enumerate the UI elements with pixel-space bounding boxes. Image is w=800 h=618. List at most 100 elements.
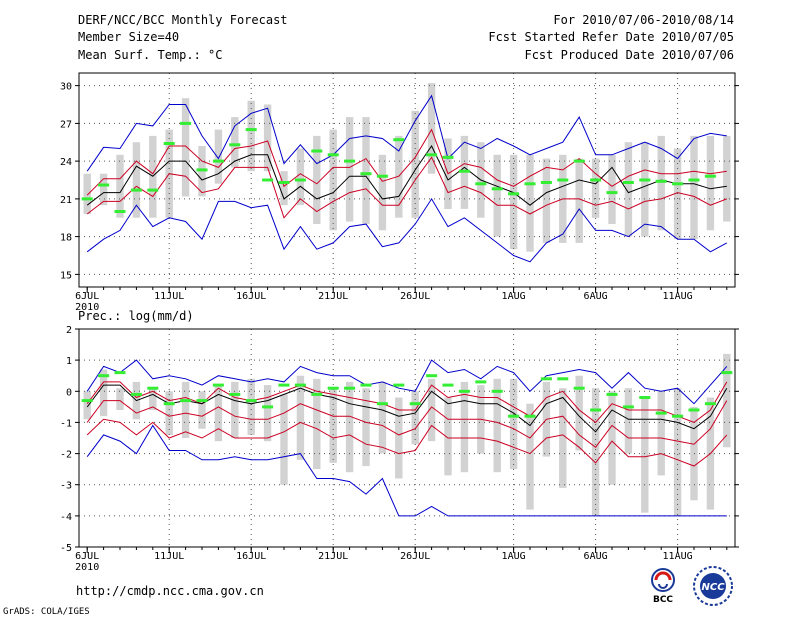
- temp-xlabel-1AUG: 1AUG: [502, 291, 526, 302]
- prec-observed-18: [360, 383, 372, 387]
- prec-observed-16: [327, 386, 339, 390]
- prec-line-mean: [86, 384, 728, 433]
- prec-box-34: [624, 388, 633, 454]
- temp-box-11: [247, 100, 255, 172]
- temp-observed-24: [458, 169, 470, 173]
- temp-observed-12: [262, 178, 274, 182]
- fcst-produced-date: Fcst Produced Date 2010/07/06: [524, 48, 734, 62]
- prec-box-12: [263, 385, 272, 442]
- temp-observed-26: [491, 187, 503, 191]
- precipitation-observed-marks: [81, 371, 733, 418]
- temperature-observed-marks: [81, 121, 716, 213]
- temp-observed-2: [98, 183, 110, 187]
- prec-observed-15: [311, 392, 323, 396]
- prec-observed-19: [376, 402, 388, 406]
- prec-observed-23: [442, 383, 454, 387]
- temp-box-28: [526, 154, 534, 252]
- prec-box-1: [83, 391, 91, 420]
- prec-box-6: [165, 391, 173, 435]
- temp-ylabel-21: 21: [60, 195, 72, 206]
- prec-box-37: [673, 388, 682, 516]
- prec-ylabel--5: -5: [60, 543, 72, 554]
- temp-line-max: [86, 94, 727, 172]
- ncc-logo-core: [700, 573, 726, 599]
- temperature-series: [86, 94, 728, 263]
- bcc-logo-swirl: [654, 571, 672, 581]
- prec-observed-33: [606, 392, 618, 396]
- prec-observed-6: [163, 402, 175, 406]
- prec-line-lower: [86, 400, 728, 449]
- temp-box-17: [345, 117, 354, 222]
- prec-observed-40: [721, 371, 733, 375]
- prec-box-33: [608, 391, 616, 485]
- temp-xlabel-21JUL: 21JUL: [318, 291, 348, 302]
- temp-box-5: [149, 135, 157, 218]
- temp-box-39: [706, 135, 715, 231]
- prec-observed-22: [426, 374, 438, 378]
- prec-ylabel--4: -4: [60, 512, 72, 523]
- prec-observed-3: [114, 371, 126, 375]
- prec-xlabel-16JUL: 16JUL: [236, 551, 266, 562]
- prec-box-15: [313, 378, 321, 470]
- temp-box-31: [575, 158, 583, 243]
- temp-observed-33: [606, 191, 618, 195]
- temp-box-27: [509, 154, 518, 250]
- prec-observed-28: [524, 414, 536, 418]
- temp-xlabel-11AUG: 11AUG: [663, 291, 693, 302]
- temp-box-29: [542, 158, 551, 243]
- ncc-logo: NCC: [693, 566, 733, 606]
- temp-line-lower: [86, 156, 727, 219]
- prec-observed-24: [458, 389, 470, 393]
- temp-observed-19: [376, 174, 388, 178]
- temp-observed-37: [672, 182, 684, 186]
- prec-box-21: [411, 391, 419, 445]
- temp-box-14: [296, 148, 305, 206]
- prec-xlabel-11JUL: 11JUL: [154, 551, 184, 562]
- temp-observed-6: [163, 142, 175, 145]
- temp-box-40: [723, 135, 731, 222]
- prec-observed-21: [409, 402, 421, 406]
- prec-observed-38: [688, 408, 700, 412]
- prec-observed-39: [704, 402, 716, 406]
- prec-observed-11: [245, 399, 257, 403]
- temp-box-33: [608, 154, 616, 224]
- prec-line-min: [86, 424, 727, 517]
- temp-observed-14: [294, 178, 306, 182]
- temp-xlabel-6AUG: 6AUG: [584, 291, 608, 302]
- temp-observed-30: [557, 178, 569, 182]
- prec-ylabel-1: 1: [66, 356, 72, 367]
- prec-box-5: [149, 388, 157, 410]
- prec-box-36: [657, 391, 665, 476]
- prec-observed-34: [622, 405, 634, 409]
- prec-box-16: [329, 388, 337, 463]
- temp-xlabel-11JUL: 11JUL: [154, 291, 184, 302]
- prec-ylabel--3: -3: [60, 481, 72, 492]
- temp-line-min: [86, 197, 728, 263]
- temp-observed-38: [688, 178, 700, 182]
- temp-box-3: [116, 154, 124, 218]
- ncc-logo-text: NCC: [701, 582, 725, 593]
- temperature-grid: [79, 73, 735, 287]
- prec-line-max: [86, 359, 728, 405]
- prec-box-27: [509, 378, 518, 470]
- forecast-period: For 2010/07/06-2010/08/14: [553, 13, 734, 27]
- temp-ylabel-30: 30: [60, 82, 72, 93]
- temp-observed-8: [196, 168, 208, 172]
- source-url: http://cmdp.ncc.cma.gov.cn: [76, 584, 264, 598]
- temp-box-2: [99, 173, 108, 206]
- prec-ylabel--1: -1: [60, 418, 72, 429]
- prec-observed-20: [393, 383, 405, 387]
- prec-observed-14: [294, 383, 306, 387]
- prec-ylabel--2: -2: [60, 450, 72, 461]
- prec-ylabel-2: 2: [66, 325, 72, 336]
- prec-box-32: [591, 388, 600, 516]
- prec-box-26: [493, 378, 501, 473]
- temp-observed-17: [344, 159, 356, 163]
- temp-line-upper: [86, 128, 727, 196]
- prec-box-13: [280, 394, 288, 485]
- prec-box-35: [641, 397, 649, 513]
- prec-box-18: [362, 388, 370, 467]
- temp-box-35: [641, 142, 649, 237]
- temp-box-21: [411, 110, 419, 218]
